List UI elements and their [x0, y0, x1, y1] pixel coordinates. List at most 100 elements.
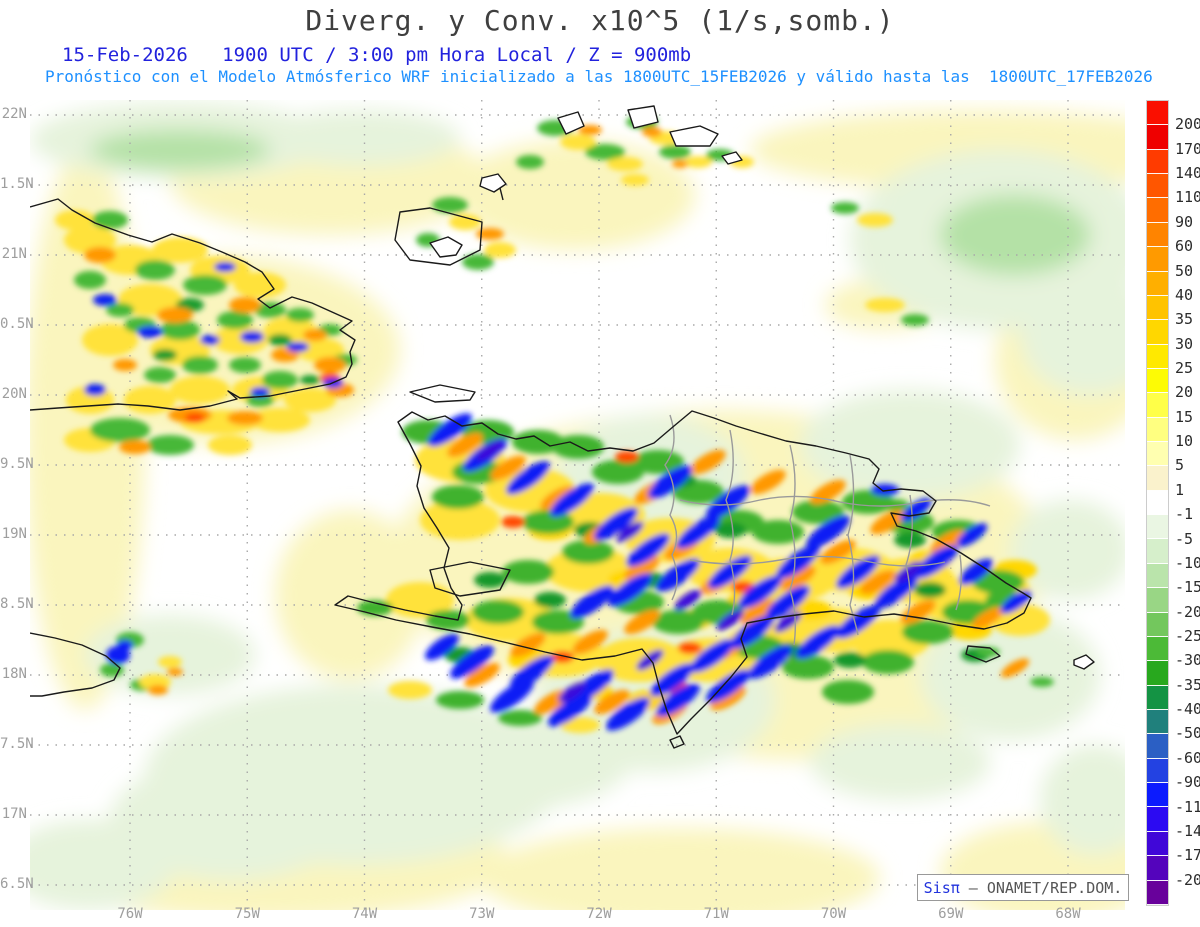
colorbar [1146, 100, 1169, 906]
colorbar-label--60: -60 [1175, 748, 1200, 767]
colorbar-segment-19 [1147, 563, 1168, 589]
hispaniola-coastline [334, 410, 1032, 735]
colorbar-segment-8 [1147, 295, 1168, 321]
colorbar-segment-15 [1147, 466, 1168, 491]
colorbar-segment-27 [1147, 758, 1168, 784]
province-borders [664, 414, 991, 646]
colorbar-label-30: 30 [1175, 334, 1194, 353]
bahamas-shading [416, 115, 929, 326]
y-tick-17N: 17N [1, 806, 27, 822]
colorbar-segment-6 [1147, 247, 1168, 272]
colorbar-segment-12 [1147, 393, 1168, 418]
y-tick-0.5N: 0.5N [0, 316, 34, 332]
y-tick-19N: 19N [1, 526, 27, 542]
weather-map-canvas [5, 100, 1200, 927]
colorbar-segment-22 [1147, 636, 1168, 662]
colorbar-label-20: 20 [1175, 383, 1194, 402]
x-tick-68W: 68W [1055, 906, 1081, 922]
colorbar-segment-7 [1147, 271, 1168, 296]
colorbar-label--25: -25 [1175, 627, 1200, 645]
colorbar-label-10: 10 [1175, 432, 1194, 451]
onamet-credit: – ONAMET/REP.DOM. [959, 878, 1123, 897]
colorbar-segment-30 [1147, 831, 1168, 857]
colorbar-segment-1 [1147, 125, 1168, 150]
colorbar-segment-5 [1147, 222, 1168, 248]
colorbar-segment-9 [1147, 320, 1168, 345]
great-inagua-island [394, 207, 483, 266]
y-tick-18N: 18N [1, 666, 27, 682]
colorbar-label--20: -20 [1175, 602, 1200, 621]
model-info-subtitle: Pronóstico con el Modelo Atmósferico WRF… [45, 67, 1153, 86]
colorbar-label-50: 50 [1175, 261, 1194, 280]
hispaniola-shading [357, 413, 1050, 733]
colorbar-label-40: 40 [1175, 285, 1194, 304]
cuba-shading [55, 210, 357, 455]
colorbar-label--170: -170 [1175, 846, 1200, 865]
gonave-island [429, 561, 511, 597]
y-tick-8.5N: 8.5N [0, 596, 34, 612]
colorbar-segment-29 [1147, 807, 1168, 832]
x-tick-72W: 72W [586, 906, 612, 922]
colorbar-label-170: 170 [1175, 139, 1200, 158]
colorbar-segment-11 [1147, 368, 1168, 394]
colorbar-segment-23 [1147, 661, 1168, 686]
saona-island [965, 645, 1001, 663]
sispi-brand: Sisπ [923, 878, 960, 897]
colorbar-label--40: -40 [1175, 700, 1200, 719]
colorbar-label-90: 90 [1175, 212, 1194, 231]
y-tick-21N: 21N [1, 246, 27, 262]
colorbar-segment-31 [1147, 856, 1168, 881]
colorbar-label--30: -30 [1175, 651, 1200, 670]
jamaica-mona-shading [100, 632, 1054, 695]
colorbar-label--90: -90 [1175, 773, 1200, 792]
x-tick-70W: 70W [820, 906, 847, 922]
page-title: Diverg. y Conv. x10^5 (1/s,somb.) [305, 4, 895, 37]
y-tick-20N: 20N [1, 386, 27, 402]
y-tick-22N: 22N [1, 106, 27, 122]
colorbar-label--1: -1 [1175, 505, 1194, 524]
valid-time-subtitle: 15-Feb-2026 1900 UTC / 3:00 pm Hora Loca… [62, 44, 692, 66]
tortuga-island [409, 384, 476, 403]
mona-island [1073, 654, 1095, 670]
colorbar-segment-28 [1147, 783, 1168, 808]
colorbar-label-60: 60 [1175, 237, 1194, 256]
x-tick-73W: 73W [469, 906, 495, 922]
colorbar-segment-20 [1147, 588, 1168, 613]
colorbar-label-15: 15 [1175, 407, 1194, 426]
colorbar-segment-17 [1147, 515, 1168, 540]
colorbar-segment-3 [1147, 174, 1168, 199]
colorbar-label-200: 200 [1175, 115, 1200, 134]
colorbar-label--5: -5 [1175, 529, 1194, 548]
colorbar-segment-4 [1147, 198, 1168, 223]
colorbar-segment-24 [1147, 685, 1168, 710]
colorbar-segment-16 [1147, 490, 1168, 516]
colorbar-label--200: -200 [1175, 870, 1200, 889]
colorbar-label--35: -35 [1175, 675, 1200, 694]
colorbar-label--15: -15 [1175, 578, 1200, 597]
colorbar-label--110: -110 [1175, 797, 1200, 816]
colorbar-segment-14 [1147, 442, 1168, 467]
y-tick-6.5N: 6.5N [0, 876, 34, 892]
colorbar-label--50: -50 [1175, 724, 1200, 743]
colorbar-label-5: 5 [1175, 456, 1185, 475]
colorbar-label-110: 110 [1175, 188, 1200, 207]
colorbar-segment-32 [1147, 880, 1168, 905]
colorbar-label--10: -10 [1175, 553, 1200, 572]
colorbar-segment-2 [1147, 149, 1168, 175]
x-tick-71W: 71W [703, 906, 729, 922]
x-tick-74W: 74W [351, 906, 378, 922]
x-tick-76W: 76W [117, 906, 143, 922]
colorbar-segment-26 [1147, 734, 1168, 759]
x-tick-69W: 69W [938, 906, 964, 922]
colorbar-label-35: 35 [1175, 310, 1194, 329]
colorbar-label-1: 1 [1175, 480, 1185, 499]
y-tick-1.5N: 1.5N [0, 176, 34, 192]
colorbar-segment-21 [1147, 612, 1168, 637]
jamaica-coastline [29, 632, 121, 697]
colorbar-label-25: 25 [1175, 359, 1194, 377]
x-tick-75W: 75W [234, 906, 260, 922]
map-plot-area [5, 100, 1200, 927]
attribution-box: Sisπ – ONAMET/REP.DOM. [917, 874, 1129, 901]
colorbar-segment-0 [1147, 101, 1168, 126]
y-tick-9.5N: 9.5N [0, 456, 34, 472]
